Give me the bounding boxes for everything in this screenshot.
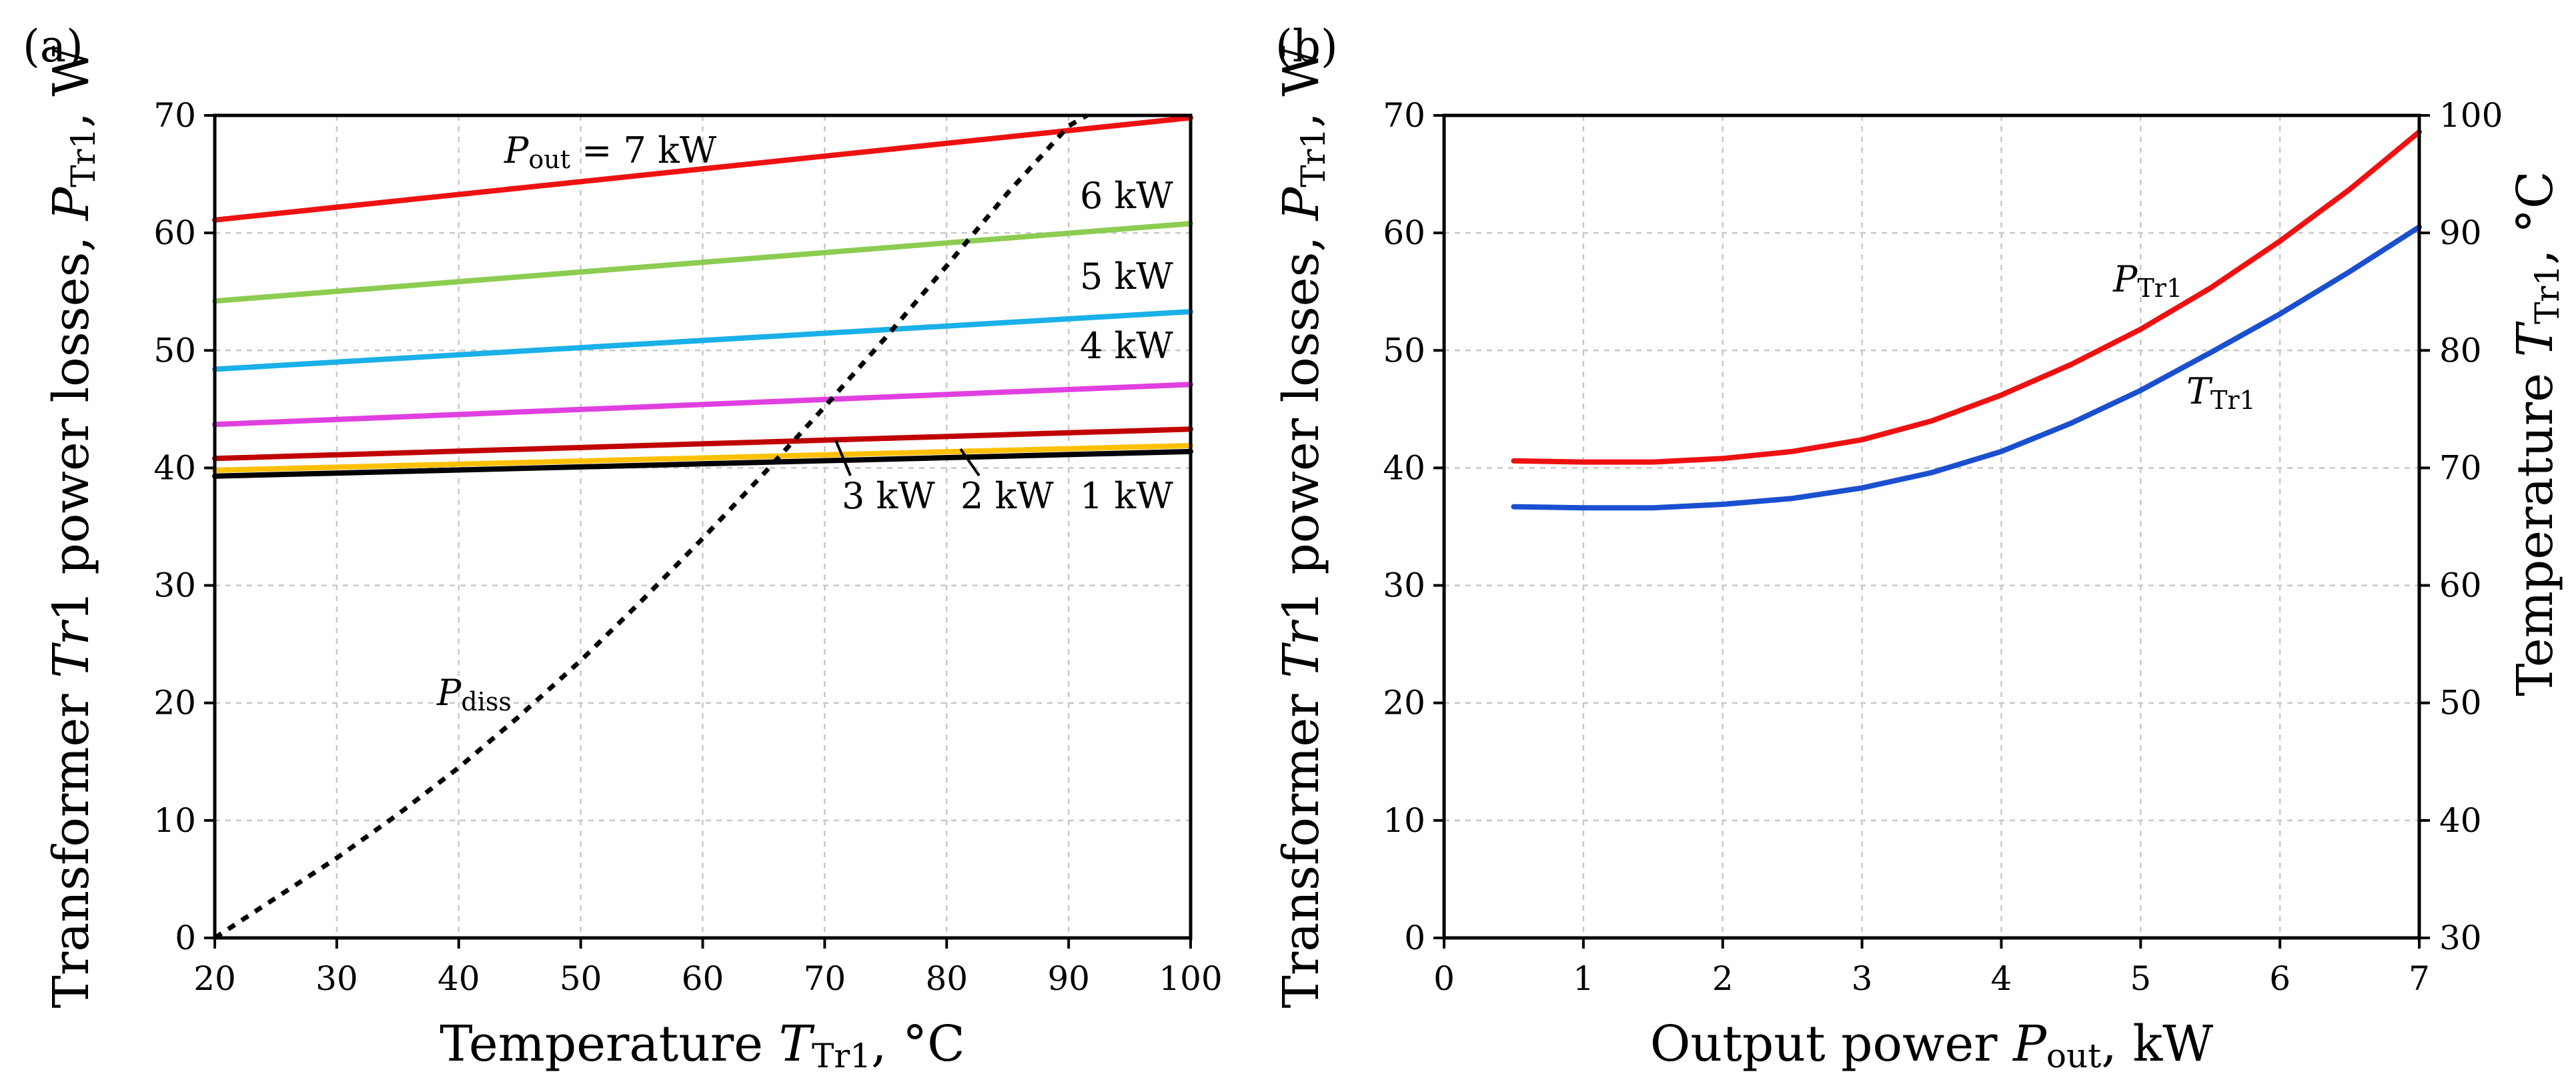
panel-a-label: (a) xyxy=(23,21,83,72)
panel-a-y-axis-label: Transformer Tr1 power losses, PTr1, W xyxy=(43,46,103,1009)
x-tick-label: 3 xyxy=(1852,959,1873,998)
series-line-7-kw xyxy=(212,115,1193,223)
x-tick-label: 100 xyxy=(1159,959,1222,998)
panel-a-grid xyxy=(215,115,1191,938)
series-line-t-tr1 xyxy=(1511,224,2422,511)
y-tick-label: 50 xyxy=(153,331,196,370)
panel-a-axes-frame xyxy=(213,113,1193,940)
y-tick-label: 60 xyxy=(1383,213,1425,252)
y2-tick-label: 100 xyxy=(2439,96,2503,135)
label-7kw: Pout = 7 kW xyxy=(504,129,717,174)
panel-a-ticks: 20 30 40 50 60 70 80 90 100 0 10 20 30 40 50 60 70 xyxy=(153,96,1222,998)
x-tick-label: 60 xyxy=(682,959,724,998)
y-tick-label: 40 xyxy=(153,448,196,487)
y-tick-label: 0 xyxy=(175,919,196,957)
x-tick-label: 2 xyxy=(1712,959,1734,998)
label-pdiss: Pdiss xyxy=(436,672,512,716)
x-tick-label: 1 xyxy=(1573,959,1594,998)
label-2kw: 2 kW xyxy=(960,475,1054,517)
y-tick-label: 10 xyxy=(153,801,196,840)
y2-tick-label: 90 xyxy=(2439,213,2482,252)
label-6kw: 6 kW xyxy=(1080,175,1173,217)
label-1kw: 1 kW xyxy=(1080,475,1173,517)
y2-tick-label: 70 xyxy=(2439,448,2482,487)
series-line-p-tr1 xyxy=(1511,129,2422,465)
x-tick-label: 7 xyxy=(2409,959,2430,998)
y-tick-label: 30 xyxy=(153,566,196,605)
panel-b-y2-axis-label: Temperature TTr1, °C xyxy=(2507,171,2567,696)
y-tick-label: 60 xyxy=(153,213,196,252)
x-tick-label: 40 xyxy=(438,959,480,998)
x-tick-label: 80 xyxy=(925,959,968,998)
y2-tick-label: 30 xyxy=(2439,919,2482,957)
panel-b-series xyxy=(1511,129,2422,511)
series-line-1-kw xyxy=(212,448,1193,479)
leader-3kw xyxy=(834,440,852,476)
panel-a-series xyxy=(212,113,1193,940)
y-tick-label: 20 xyxy=(153,684,196,722)
panel-b-label: (b) xyxy=(1275,21,1338,72)
series-line-2-kw xyxy=(212,443,1193,473)
x-tick-label: 0 xyxy=(1433,959,1455,998)
label-4kw: 4 kW xyxy=(1080,325,1173,367)
y-tick-label: 70 xyxy=(153,96,196,135)
y-tick-label: 30 xyxy=(1383,566,1425,605)
x-tick-label: 30 xyxy=(315,959,358,998)
x-tick-label: 90 xyxy=(1047,959,1090,998)
y2-tick-label: 50 xyxy=(2439,684,2482,722)
x-tick-label: 4 xyxy=(1991,959,2012,998)
y-tick-label: 70 xyxy=(1383,96,1425,135)
series-line-p-diss xyxy=(213,113,1089,940)
x-tick-label: 5 xyxy=(2130,959,2151,998)
panel-b-y-axis-label: Transformer Tr1 power losses, PTr1, W xyxy=(1273,46,1333,1009)
label-5kw: 5 kW xyxy=(1080,255,1173,298)
panel-b-grid xyxy=(1444,115,2419,938)
y-tick-label: 10 xyxy=(1383,801,1425,840)
x-tick-label: 20 xyxy=(193,959,236,998)
y2-tick-label: 80 xyxy=(2439,331,2482,370)
series-line-6-kw xyxy=(212,221,1193,304)
x-tick-label: 6 xyxy=(2269,959,2291,998)
x-tick-label: 50 xyxy=(560,959,602,998)
y-tick-label: 50 xyxy=(1383,331,1425,370)
x-tick-label: 70 xyxy=(804,959,846,998)
panel-b: (b) 0 1 2 3 4 5 6 70102030405060703040506070809… xyxy=(1273,21,2567,1075)
series-line-5-kw xyxy=(212,309,1193,372)
label-ttr1: TTr1 xyxy=(2186,370,2256,415)
y2-tick-label: 40 xyxy=(2439,801,2482,840)
label-ptr1: PTr1 xyxy=(2112,258,2182,303)
y-tick-label: 40 xyxy=(1383,448,1425,487)
label-3kw: 3 kW xyxy=(842,475,935,517)
series-line-4-kw xyxy=(212,382,1193,428)
y-tick-label: 20 xyxy=(1383,684,1425,722)
panel-b-x-axis-label: Output power Pout, kW xyxy=(1650,1015,2213,1075)
series-line-3-kw xyxy=(212,426,1193,462)
panel-a-x-axis-label: Temperature TTr1, °C xyxy=(440,1015,964,1075)
leader-2kw xyxy=(959,448,981,477)
y-tick-label: 0 xyxy=(1404,919,1425,957)
y2-tick-label: 60 xyxy=(2439,566,2482,605)
panel-a: (a) 20 30 40 50 60 70 80 90 100 0 10 20 30 40 50 60 70 P… xyxy=(23,21,1223,1075)
panel-b-axes-frame xyxy=(1442,113,2421,940)
